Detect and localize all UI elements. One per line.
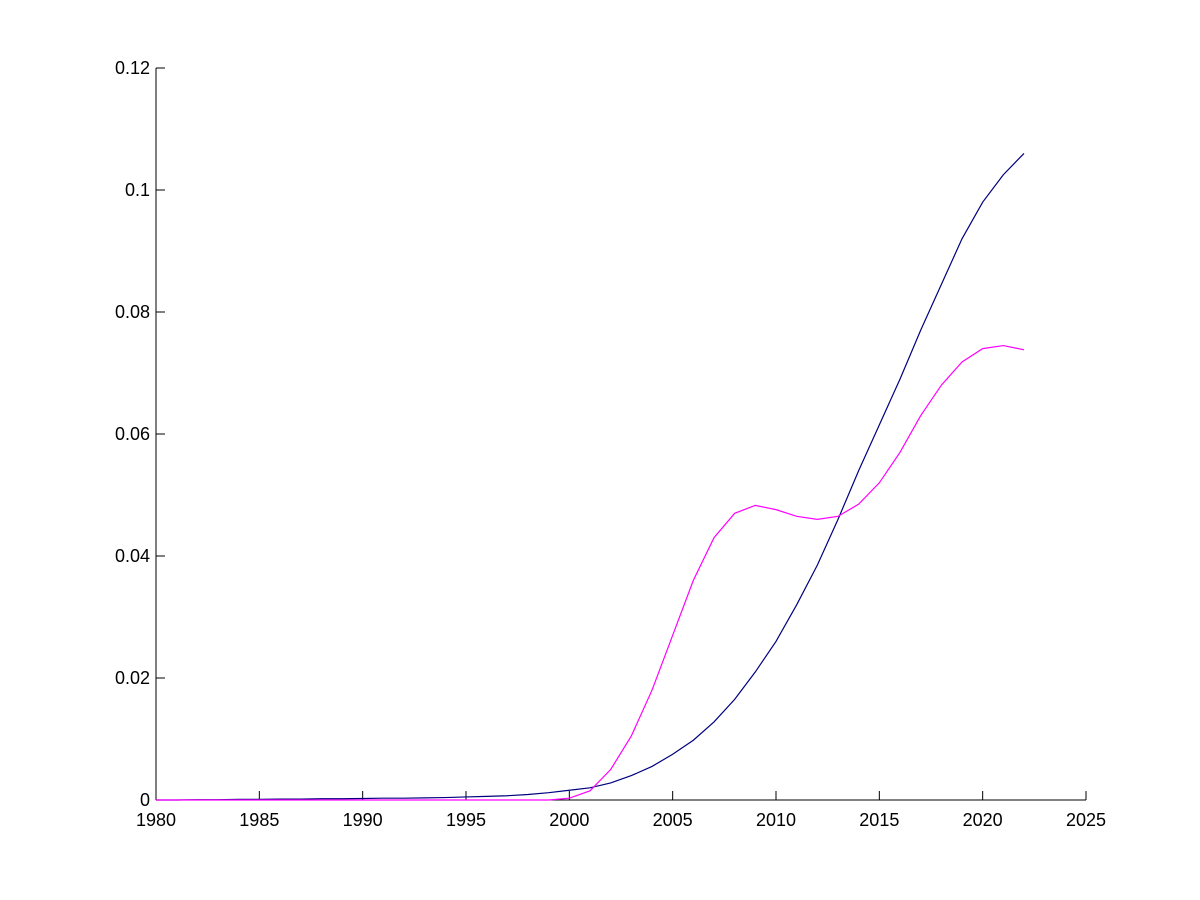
y-tick-label: 0.1 [125,180,150,200]
x-tick-label: 2015 [859,810,899,830]
x-tick-label: 2025 [1066,810,1106,830]
y-tick-label: 0.06 [115,424,150,444]
y-tick-label: 0.08 [115,302,150,322]
y-tick-label: 0.12 [115,58,150,78]
x-tick-label: 2020 [963,810,1003,830]
line-series [156,152,1025,801]
x-tick-label: 2005 [653,810,693,830]
x-tick-label: 1980 [136,810,176,830]
y-tick-label: 0.04 [115,546,150,566]
y-tick-label: 0 [140,790,150,810]
x-tick-label: 1990 [343,810,383,830]
x-tick-label: 1995 [446,810,486,830]
x-tick-label: 2010 [756,810,796,830]
line-series [156,344,1025,801]
x-tick-label: 1985 [239,810,279,830]
y-tick-label: 0.02 [115,668,150,688]
x-tick-label: 2000 [549,810,589,830]
